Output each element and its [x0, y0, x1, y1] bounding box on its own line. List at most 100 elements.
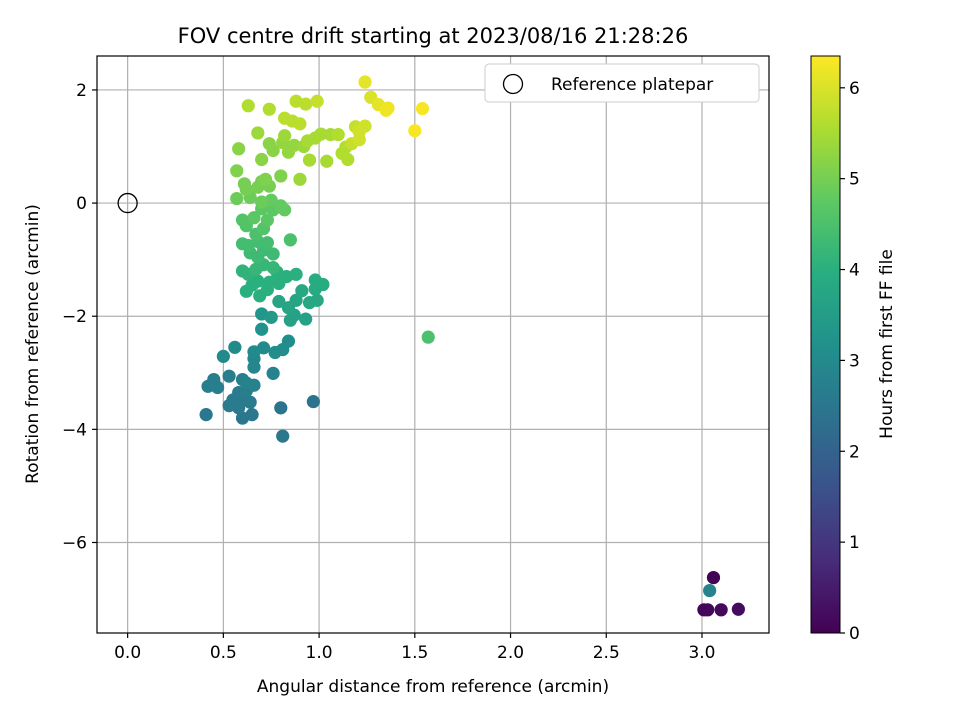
data-point	[310, 293, 324, 307]
data-point	[293, 172, 307, 186]
data-point	[310, 94, 324, 108]
data-point	[306, 395, 320, 409]
data-point	[247, 378, 261, 392]
x-tick-label: 2.0	[497, 643, 524, 663]
data-point	[289, 267, 303, 281]
data-point	[237, 177, 252, 191]
data-point	[260, 213, 274, 227]
data-point	[352, 133, 366, 147]
data-point	[260, 236, 274, 250]
data-point	[230, 164, 244, 178]
data-point	[255, 152, 269, 167]
data-point	[302, 153, 317, 167]
data-point	[703, 583, 717, 598]
data-point	[293, 117, 307, 131]
legend-marker-icon	[502, 73, 524, 95]
colorbar-tick-label: 3	[849, 351, 860, 371]
legend-entry-label: Reference platepar	[551, 75, 713, 95]
data-point	[299, 97, 313, 111]
data-point	[272, 294, 286, 309]
x-tick-label: 0.0	[114, 643, 141, 663]
data-point	[408, 124, 422, 138]
y-tick-label: 0	[76, 194, 87, 214]
data-point	[251, 126, 265, 140]
colorbar-tick-label: 1	[849, 533, 860, 553]
data-point	[283, 233, 297, 247]
colorbar-tick-label: 5	[849, 170, 860, 190]
data-point	[256, 341, 271, 355]
chart-title: FOV centre drift starting at 2023/08/16 …	[178, 24, 689, 48]
data-point	[320, 154, 334, 168]
data-point	[247, 211, 261, 225]
data-point	[278, 129, 292, 143]
colorbar-label: Hours from first FF file	[877, 249, 897, 439]
data-point	[262, 275, 276, 289]
data-point	[266, 366, 280, 380]
x-tick-label: 1.0	[306, 643, 333, 663]
colorbar-ticks: 0 1 2 3 4 5 6	[840, 79, 860, 644]
x-tick-label: 0.5	[210, 643, 237, 663]
data-point	[415, 102, 430, 116]
data-point	[341, 152, 355, 167]
legend: Reference platepar	[484, 63, 760, 103]
data-point	[222, 369, 236, 383]
data-point	[701, 603, 715, 617]
data-point	[289, 293, 303, 307]
data-point	[232, 142, 246, 156]
colorbar-tick-label: 0	[849, 624, 860, 644]
data-point	[381, 101, 395, 115]
data-point	[262, 102, 276, 116]
grid-lines	[97, 56, 769, 633]
data-point	[714, 603, 728, 617]
colorbar-tick-label: 4	[849, 261, 860, 281]
data-point	[230, 191, 244, 206]
y-axis-label: Rotation from reference (arcmin)	[23, 204, 43, 484]
data-point	[731, 602, 745, 616]
data-point	[706, 570, 721, 585]
x-tick-label: 3.0	[688, 643, 715, 663]
colorbar-tick-label: 6	[849, 79, 860, 99]
data-point	[274, 169, 288, 183]
plot-area-frame	[96, 55, 770, 634]
colorbar-tick-label: 2	[849, 442, 860, 462]
data-point	[258, 172, 273, 186]
reference-platepar-marker	[117, 192, 138, 214]
data-point	[358, 75, 372, 89]
colorbar-gradient	[810, 55, 841, 634]
x-tick-label: 2.5	[593, 643, 620, 663]
y-tick-label: −2	[62, 307, 87, 327]
x-tick-label: 1.5	[401, 643, 428, 663]
data-point	[278, 203, 292, 217]
x-axis-ticks: 0.0 0.5 1.0 1.5 2.0 2.5 3.0	[114, 633, 716, 663]
data-point	[262, 137, 276, 151]
y-axis-ticks: 2 0 −2 −4 −6	[62, 81, 97, 553]
data-point	[299, 312, 313, 326]
data-point	[199, 408, 213, 422]
data-point	[358, 119, 372, 133]
data-point	[243, 395, 257, 409]
reference-marker-group	[117, 192, 138, 214]
y-tick-label: −4	[62, 420, 87, 440]
data-point	[281, 334, 296, 348]
data-point	[245, 408, 259, 422]
data-point	[216, 349, 230, 363]
data-point	[241, 99, 255, 113]
data-point	[421, 330, 435, 344]
data-point	[314, 127, 328, 141]
legend-box	[484, 63, 760, 103]
data-point	[274, 401, 288, 415]
data-point	[251, 274, 265, 288]
y-tick-label: 2	[76, 81, 87, 101]
data-points	[199, 75, 745, 617]
data-point	[264, 310, 278, 324]
data-point	[255, 195, 269, 209]
y-tick-label: −6	[62, 533, 87, 553]
data-point	[276, 429, 290, 443]
data-point	[331, 128, 345, 142]
data-point	[207, 372, 221, 387]
colorbar: 0 1 2 3 4 5 6 Hours from first FF file	[810, 55, 897, 644]
data-point	[235, 213, 250, 227]
data-point	[228, 340, 242, 354]
